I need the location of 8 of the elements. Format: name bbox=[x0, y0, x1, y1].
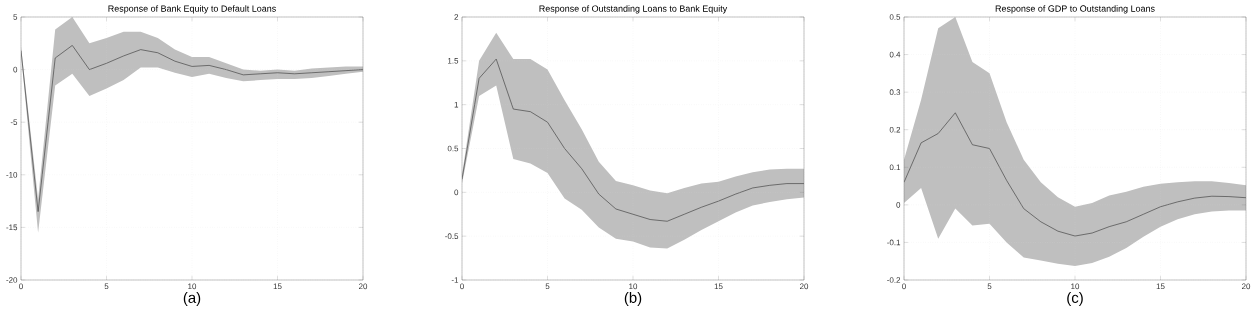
chart-title: Response of Outstanding Loans to Bank Equity bbox=[539, 5, 728, 14]
line-series bbox=[904, 112, 1247, 237]
x-axis-title: (a) bbox=[183, 292, 201, 306]
x-axis-title: (c) bbox=[1067, 292, 1083, 306]
chart-title: Response of GDP to Outstanding Loans bbox=[995, 5, 1155, 14]
line-series bbox=[462, 58, 805, 222]
x-axis-title: (b) bbox=[624, 292, 642, 306]
chart-title: Response of Bank Equity to Default Loans bbox=[108, 5, 276, 14]
